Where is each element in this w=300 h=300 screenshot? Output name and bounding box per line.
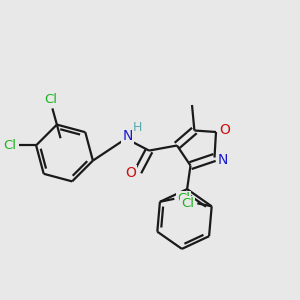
Text: Cl: Cl <box>181 197 194 210</box>
Text: O: O <box>125 166 136 180</box>
Text: Cl: Cl <box>177 192 190 205</box>
Text: N: N <box>122 129 133 142</box>
Text: O: O <box>219 124 230 137</box>
Text: N: N <box>218 153 228 167</box>
Text: Cl: Cl <box>44 93 57 106</box>
Text: Cl: Cl <box>4 139 16 152</box>
Text: H: H <box>133 121 142 134</box>
